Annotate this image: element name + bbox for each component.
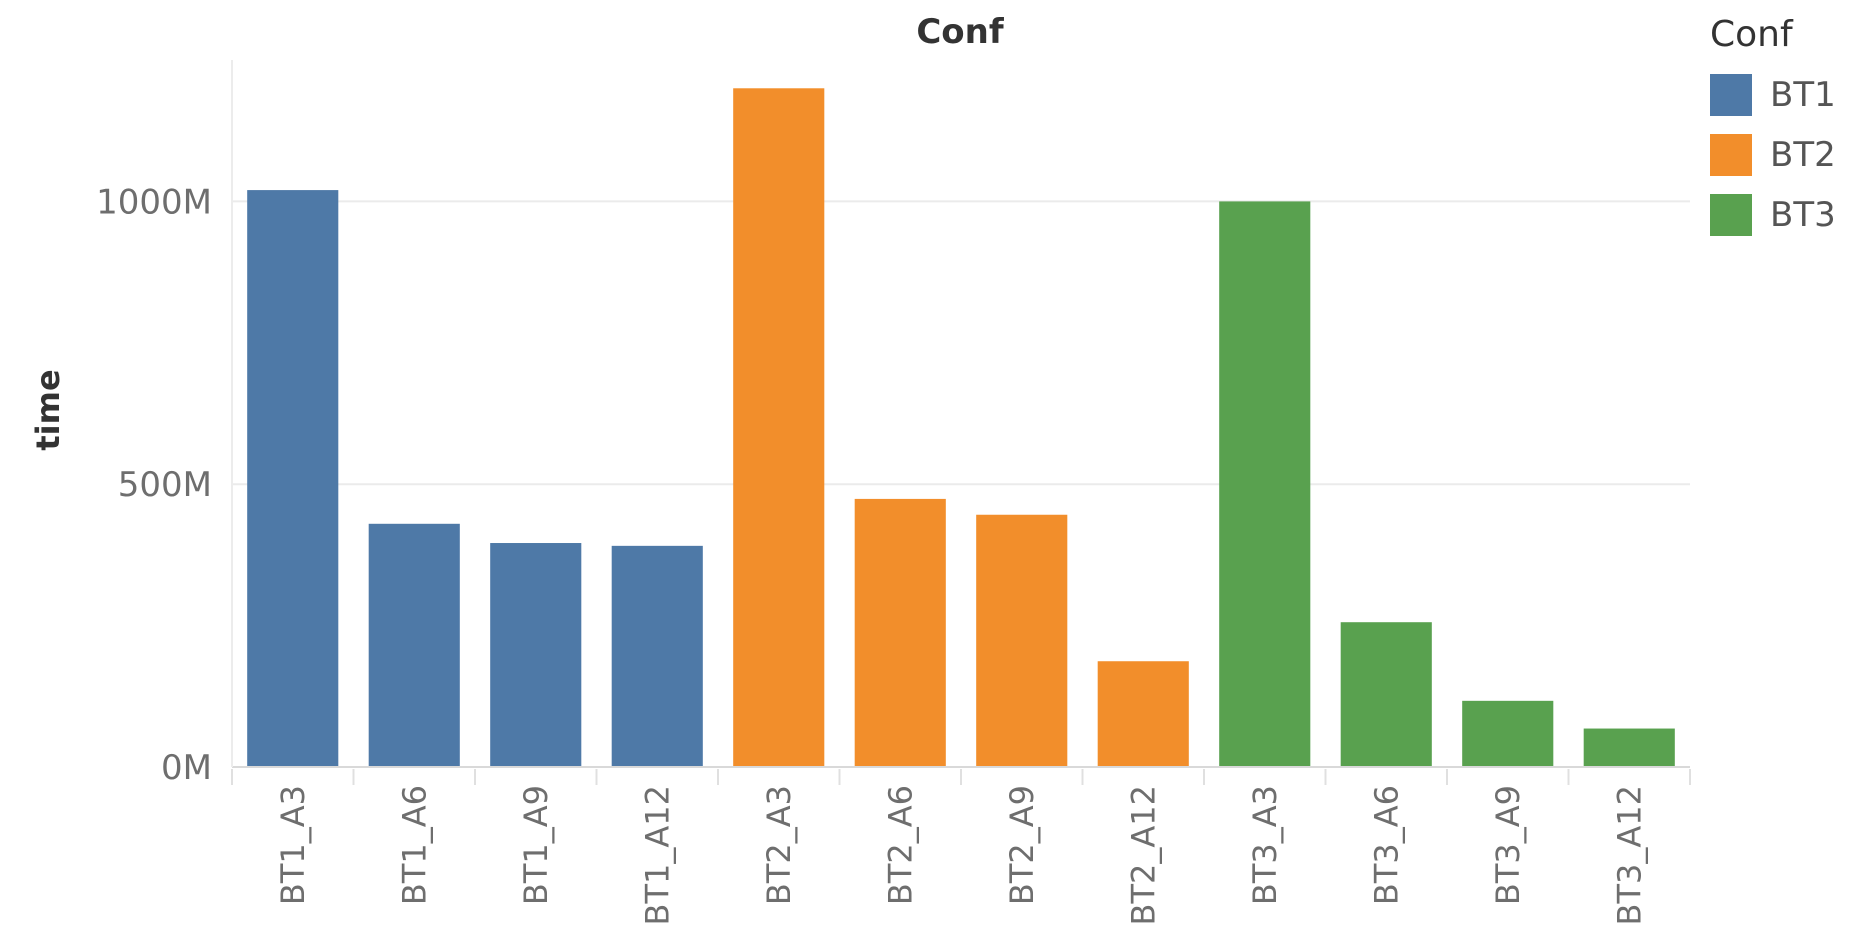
x-tick-label: BT3_A3 [1246, 785, 1284, 905]
x-tick-label: BT2_A9 [1003, 785, 1041, 905]
bar-bt2-a9 [976, 514, 1068, 767]
bars [247, 88, 1675, 767]
x-tick-label: BT2_A6 [881, 785, 919, 905]
x-tick-label: BT3_A6 [1367, 785, 1405, 905]
bar-bt1-a6 [368, 523, 460, 767]
bar-bt3-a3 [1219, 201, 1311, 767]
bar-bt2-a6 [854, 498, 946, 767]
bar-bt3-a6 [1340, 622, 1432, 767]
x-axis: BT1_A3 BT1_A6 BT1_A9 BT1_A12 BT2_A3 BT2_A6 BT2… [231, 60, 1691, 925]
legend-swatch [1710, 194, 1752, 236]
bar-bt1-a12 [611, 545, 703, 767]
bar-bt1-a3 [247, 190, 339, 767]
legend-label: BT3 [1770, 195, 1836, 235]
legend-item-bt1: BT1 [1710, 65, 1836, 125]
x-tick-label: BT3_A9 [1489, 785, 1527, 905]
bar-bt3-a9 [1462, 700, 1554, 767]
x-tick-label: BT2_A12 [1124, 785, 1162, 925]
y-axis-ticks: 0M 500M 1000M [96, 182, 212, 788]
x-tick-label: BT3_A12 [1610, 785, 1648, 925]
chart-title: Conf [916, 12, 1005, 52]
legend-swatch [1710, 74, 1752, 116]
legend-label: BT2 [1770, 135, 1836, 175]
legend-title: Conf [1710, 14, 1793, 55]
legend-item-bt3: BT3 [1710, 185, 1836, 245]
x-tick-label: BT1_A6 [395, 785, 433, 905]
bar-bt3-a12 [1583, 728, 1675, 767]
bar-bt1-a9 [490, 543, 582, 767]
legend-items: BT1 BT2 BT3 [1710, 65, 1836, 245]
y-tick-label: 1000M [96, 182, 212, 222]
gridlines [232, 200, 1690, 486]
x-tick-label: BT1_A12 [638, 785, 676, 925]
x-tick-label: BT1_A3 [274, 785, 312, 905]
legend-label: BT1 [1770, 75, 1836, 115]
legend-item-bt2: BT2 [1710, 125, 1836, 185]
bar-bt2-a3 [733, 88, 825, 767]
legend: Conf BT1 BT2 BT3 [1710, 14, 1836, 245]
y-axis-label: time [29, 369, 67, 450]
y-tick-label: 0M [161, 748, 212, 788]
y-tick-label: 500M [118, 465, 212, 505]
x-tick-label: BT1_A9 [517, 785, 555, 905]
bar-bt2-a12 [1097, 661, 1189, 767]
legend-swatch [1710, 134, 1752, 176]
x-tick-label: BT2_A3 [760, 785, 798, 905]
